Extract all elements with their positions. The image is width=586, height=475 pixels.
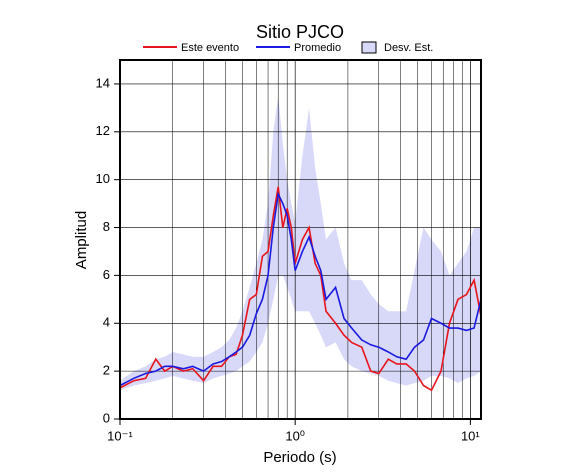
legend-label: Este evento [181,42,239,54]
line-layer [119,186,482,392]
legend-label: Promedio [294,42,341,54]
x-tick-label: 10⁰ [285,428,305,443]
y-tick-label: 12 [96,123,110,138]
y-tick-label: 4 [103,315,110,330]
grid-layer [119,60,481,420]
y-tick-label: 6 [103,267,110,282]
axes-layer: 0 2 4 6 8 10 12 14 10⁻¹ 10⁰ 10¹ [96,59,482,443]
y-tick-label: 8 [103,219,110,234]
y-tick-label: 0 [103,410,110,425]
x-tick-label: 10¹ [461,428,480,443]
y-axis-label: Amplitud [73,211,90,269]
series-line [119,186,482,392]
band-layer [120,95,481,391]
chart-title: Sitio PJCO [256,22,344,42]
x-tick-label: 10⁻¹ [107,428,133,443]
y-tick-label: 10 [96,171,110,186]
legend-label: Desv. Est. [384,42,433,54]
y-tick-label: 2 [103,363,110,378]
y-tick-label: 14 [96,75,110,90]
plot-frame [119,59,482,420]
series-line [119,191,482,387]
x-axis-label: Periodo (s) [263,449,336,466]
std-band [120,95,481,391]
legend-swatch [361,41,377,54]
